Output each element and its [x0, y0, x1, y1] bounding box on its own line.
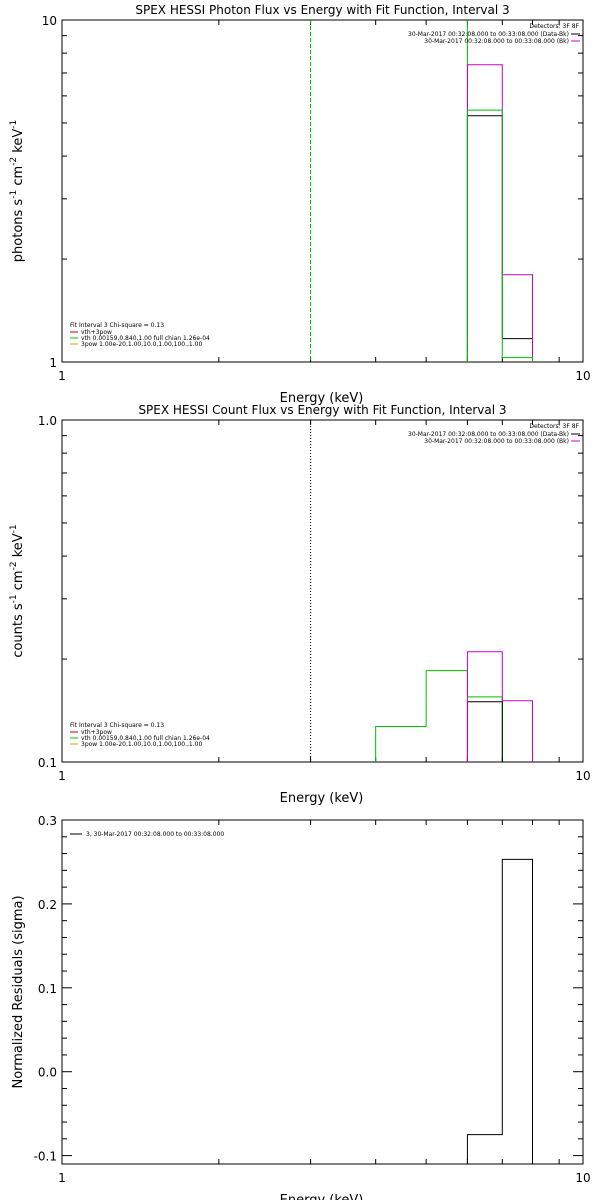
y-axis-label-part: cm: [11, 570, 26, 594]
x-axis-label: Energy (keV): [280, 391, 364, 406]
y-axis-label-exponent: -1: [9, 120, 19, 129]
y-axis-label-part: cm: [11, 166, 26, 190]
legend-entry: 30-Mar-2017 00:32:08.000 to 00:33:08.000…: [408, 31, 569, 38]
chart-3: 1 10 -0.1 0.0 0.1 0.2 0.3 Energy (keV) Normalize…: [11, 814, 591, 1200]
legend-title: Fit Interval 3 Chi-square = 0.13: [70, 322, 164, 329]
plot-frame: [61, 819, 584, 1165]
histogram-series: [466, 64, 534, 362]
histogram-series: [466, 858, 534, 1164]
plot-frame: [61, 19, 584, 363]
chart-title: SPEX HESSI Photon Flux vs Energy with Fi…: [135, 3, 509, 17]
y-tick-label: 0.1: [38, 756, 57, 770]
y-axis-label-exponent: -1: [9, 524, 19, 533]
y-tick-label: 0.1: [38, 982, 57, 996]
chart-1: 1 10 1 10 SPEX HESSI Photon Flux vs Energy w…: [9, 3, 591, 406]
y-axis-label-part: keV: [11, 533, 26, 561]
legend-entry: 3, 30-Mar-2017 00:32:08.000 to 00:33:08.…: [86, 831, 224, 838]
legend-entry: 30-Mar-2017 00:32:08.000 to 00:33:08.000…: [424, 38, 569, 45]
x-tick-label: 10: [575, 769, 590, 783]
legend-entry: vth 0.00159,0.840,1.00 full chian 1.26e-…: [81, 735, 210, 742]
y-tick-label: 1: [49, 356, 57, 370]
y-axis-label-exponent: -2: [9, 157, 19, 166]
x-tick-label: 1: [58, 769, 66, 783]
plot-frame: [61, 419, 584, 763]
y-tick-label: 0.2: [38, 898, 57, 912]
histogram-series: [466, 115, 534, 362]
y-axis-label: Normalized Residuals (sigma): [11, 895, 26, 1088]
x-tick-label: 10: [575, 1171, 590, 1185]
legend-title: Detectors: 3F 8F: [529, 23, 579, 30]
y-tick-label: 1.0: [38, 414, 57, 428]
chart-title: SPEX HESSI Count Flux vs Energy with Fit…: [138, 403, 506, 417]
x-tick-label: 1: [58, 369, 66, 383]
y-axis-label-exponent: -2: [9, 561, 19, 570]
legend-entry: vth+3pow: [81, 729, 112, 736]
y-axis-label-part: counts s: [11, 603, 26, 658]
legend-entry: 30-Mar-2017 00:32:08.000 to 00:33:08.000…: [424, 438, 569, 445]
legend-entry: vth 0.00159,0.840,1.00 full chian 1.26e-…: [81, 335, 210, 342]
y-axis-label: counts s-1 cm-2 keV-1: [9, 524, 26, 657]
y-tick-label: 0.3: [38, 814, 57, 828]
y-axis-label-exponent: -1: [9, 190, 19, 199]
legend-title: Fit Interval 3 Chi-square = 0.13: [70, 722, 164, 729]
histogram-series: [466, 109, 534, 362]
x-axis-label: Energy (keV): [280, 1193, 364, 1200]
y-tick-label: -0.1: [34, 1150, 57, 1164]
histogram-series: [375, 670, 533, 763]
y-axis-label-part: keV: [11, 129, 26, 157]
y-axis-label-part: photons s: [11, 199, 26, 263]
y-axis-label-part: Normalized Residuals (sigma): [11, 895, 26, 1088]
chart-2: 1 10 0.1 1.0 SPEX HESSI Count Flux vs Energy…: [9, 403, 591, 806]
legend-entry: 30-Mar-2017 00:32:08.000 to 00:33:08.000…: [408, 431, 569, 438]
y-tick-label: 0.0: [38, 1066, 57, 1080]
legend-title: Detectors: 3F 8F: [529, 423, 579, 430]
y-tick-label: 10: [42, 14, 57, 28]
legend-entry: 3pow 1.00e-20,1.00,10.0,1.00,100.,1.00: [81, 341, 202, 348]
histogram-series: [466, 701, 533, 763]
legend-entry: vth+3pow: [81, 329, 112, 336]
y-axis-label: photons s-1 cm-2 keV-1: [9, 120, 26, 262]
x-axis-label: Energy (keV): [280, 791, 364, 806]
x-tick-label: 10: [575, 369, 590, 383]
x-tick-label: 1: [58, 1171, 66, 1185]
legend-entry: 3pow 1.00e-20,1.00,10.0,1.00,100.,1.00: [81, 741, 202, 748]
y-axis-label-exponent: -1: [9, 594, 19, 603]
histogram-series: [466, 651, 534, 762]
